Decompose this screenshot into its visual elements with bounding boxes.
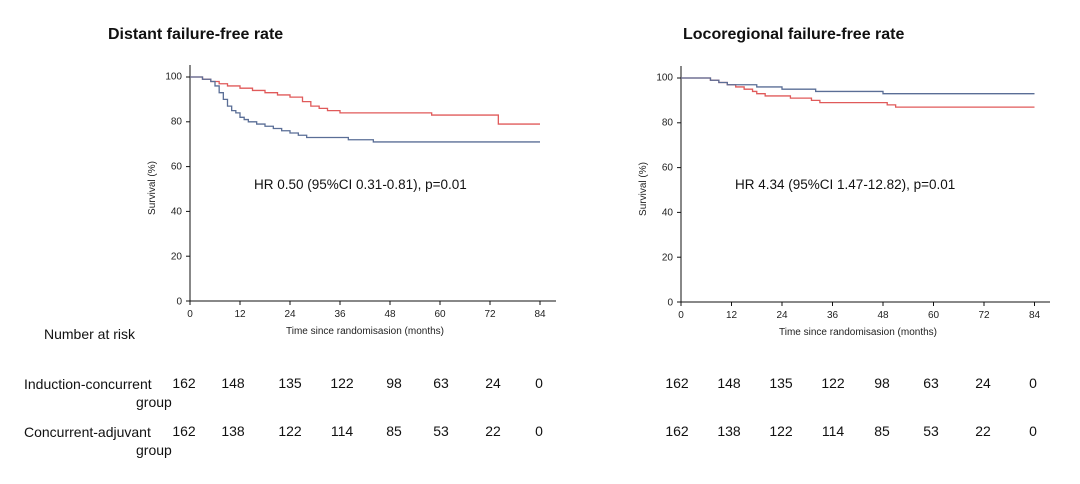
chart-right-xtick-48: 48 [877, 310, 889, 321]
risk-count: 135 [278, 375, 302, 391]
risk-count: 162 [665, 423, 689, 439]
chart-left-ytick-40: 40 [171, 207, 183, 218]
risk-count: 114 [330, 423, 354, 439]
risk-count: 122 [330, 375, 354, 391]
risk-table-header: Number at risk [44, 326, 136, 342]
chart-right-ytick-20: 20 [662, 253, 674, 264]
risk-row-label-line2: group [136, 394, 172, 410]
chart-left-ytick-20: 20 [171, 252, 183, 263]
chart-left-plot [186, 65, 556, 305]
chart-right-ytick-0: 0 [667, 298, 673, 309]
risk-count: 63 [433, 375, 449, 391]
risk-count: 98 [386, 375, 402, 391]
chart-right-ytick-60: 60 [662, 163, 674, 174]
risk-row-label-line1: Induction-concurrent [24, 376, 152, 392]
chart-right-xtick-60: 60 [928, 310, 940, 321]
chart-left-ytick-100: 100 [165, 72, 182, 83]
risk-count: 63 [923, 375, 939, 391]
chart-right-xtick-84: 84 [1029, 310, 1041, 321]
chart-right-xtick-24: 24 [776, 310, 788, 321]
risk-count: 53 [433, 423, 449, 439]
chart-left-yticks: 100 80 60 40 20 0 [165, 72, 182, 308]
risk-count: 148 [717, 375, 741, 391]
chart-right-ytick-40: 40 [662, 208, 674, 219]
risk-count: 22 [485, 423, 501, 439]
chart-left-ytick-80: 80 [171, 117, 183, 128]
risk-row-label: Induction-concurrent group [24, 375, 172, 411]
risk-count: 24 [485, 375, 501, 391]
risk-count: 0 [535, 375, 543, 391]
risk-count: 122 [769, 423, 793, 439]
risk-count: 85 [874, 423, 890, 439]
chart-right: Locoregional failure-free rate 100 80 60… [638, 26, 1040, 338]
chart-right-ylabel: Survival (%) [638, 162, 649, 216]
risk-count: 162 [665, 375, 689, 391]
risk-count: 122 [278, 423, 302, 439]
chart-right-plot [677, 66, 1050, 306]
chart-right-xtick-0: 0 [678, 310, 684, 321]
chart-right-hr-annotation: HR 4.34 (95%CI 1.47-12.82), p=0.01 [735, 177, 955, 192]
chart-right-xlabel: Time since randomisasion (months) [779, 327, 937, 338]
risk-count: 53 [923, 423, 939, 439]
risk-count: 138 [221, 423, 245, 439]
chart-right-curve-2 [681, 77, 1035, 95]
risk-count: 114 [821, 423, 845, 439]
risk-row-label: Concurrent-adjuvant group [24, 423, 172, 459]
risk-count: 122 [821, 375, 845, 391]
chart-left-ytick-0: 0 [176, 297, 182, 308]
chart-right-title: Locoregional failure-free rate [683, 26, 904, 43]
risk-count: 98 [874, 375, 890, 391]
chart-left-xtick-72: 72 [484, 309, 496, 320]
chart-left-xtick-48: 48 [384, 309, 396, 320]
chart-left-ylabel: Survival (%) [147, 161, 158, 215]
chart-left-ytick-60: 60 [171, 162, 183, 173]
chart-right-ytick-100: 100 [656, 73, 673, 84]
risk-row-label-line2: group [136, 442, 172, 458]
risk-count: 148 [221, 375, 245, 391]
chart-right-ytick-80: 80 [662, 118, 674, 129]
chart-right-xtick-36: 36 [827, 310, 839, 321]
chart-left-xlabel: Time since randomisasion (months) [286, 326, 444, 337]
chart-left-xtick-84: 84 [534, 309, 546, 320]
risk-count: 85 [386, 423, 402, 439]
risk-count: 0 [1029, 375, 1037, 391]
risk-count: 162 [172, 423, 196, 439]
risk-count: 22 [975, 423, 991, 439]
chart-left-xtick-36: 36 [334, 309, 346, 320]
risk-count: 138 [717, 423, 741, 439]
chart-left: Distant failure-free rate 100 80 60 40 2… [108, 26, 546, 337]
chart-left-xticks: 0 12 24 36 48 60 72 84 [187, 309, 546, 320]
chart-left-curve-2 [190, 76, 540, 143]
risk-count: 24 [975, 375, 991, 391]
chart-left-xtick-12: 12 [234, 309, 246, 320]
risk-count: 0 [1029, 423, 1037, 439]
chart-left-curve-1 [190, 76, 540, 125]
risk-row-label-line1: Concurrent-adjuvant [24, 424, 151, 440]
chart-left-xtick-60: 60 [434, 309, 446, 320]
chart-right-xtick-12: 12 [726, 310, 738, 321]
chart-right-xtick-72: 72 [978, 310, 990, 321]
chart-left-hr-annotation: HR 0.50 (95%CI 0.31-0.81), p=0.01 [254, 177, 467, 192]
chart-right-curve-1 [681, 77, 1035, 108]
risk-count: 0 [535, 423, 543, 439]
chart-right-xticks: 0 12 24 36 48 60 72 84 [678, 310, 1040, 321]
chart-left-xtick-0: 0 [187, 309, 193, 320]
risk-count: 162 [172, 375, 196, 391]
risk-count: 135 [769, 375, 793, 391]
chart-left-xtick-24: 24 [284, 309, 296, 320]
chart-left-title: Distant failure-free rate [108, 26, 283, 43]
chart-right-yticks: 100 80 60 40 20 0 [656, 73, 673, 309]
